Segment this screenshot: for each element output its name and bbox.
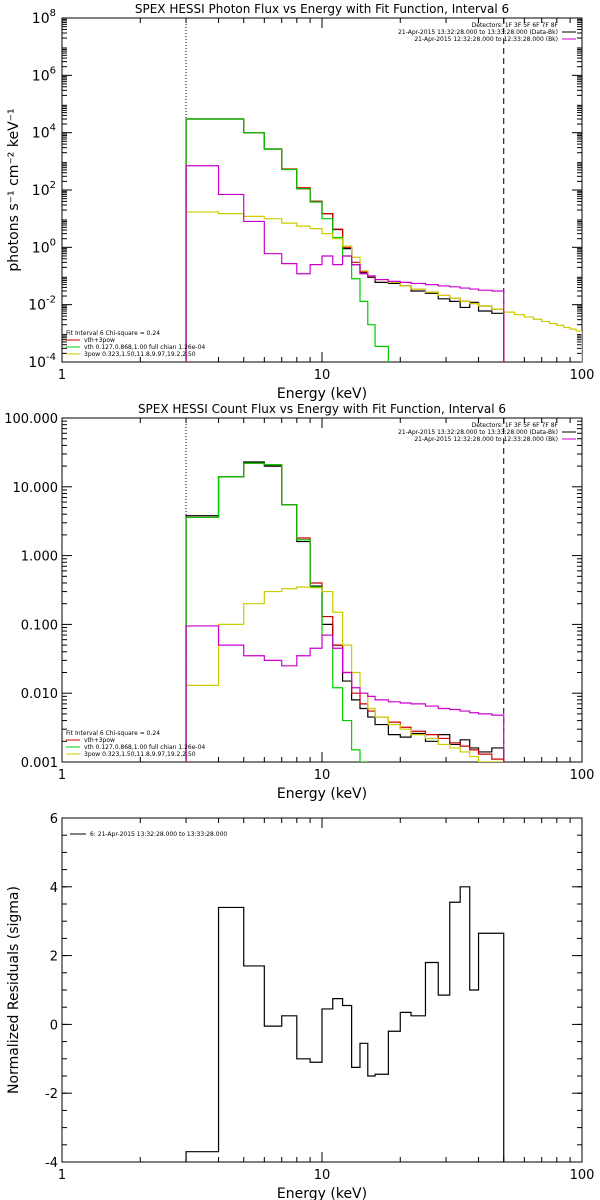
x-tick-label: 100 [570, 1168, 595, 1183]
y-tick-base: 10 [32, 126, 50, 142]
legend-topright-text: Detectors: 1F 3F 5F 6F 7F 8F [472, 22, 559, 29]
y-tick-label: 102 [32, 180, 56, 199]
x-axis-label: Energy (keV) [277, 786, 367, 802]
y-tick-label: 0.100 [21, 618, 58, 633]
x-tick-label: 10 [314, 1168, 331, 1183]
x-tick-label: 100 [570, 768, 595, 783]
legend-topright-text: 21-Apr-2015 12:32:28.000 to 12:33:28.000… [414, 36, 558, 43]
y-tick-base: 10 [32, 11, 50, 27]
y-tick-label: 104 [32, 123, 56, 142]
series-group [185, 118, 582, 362]
y-tick-exponent: -2 [46, 295, 56, 306]
x-tick-label: 1 [58, 768, 66, 783]
legend-bottomleft-text: vth+3pow [84, 737, 115, 744]
series-line-vth-3pow [185, 118, 505, 362]
series-group [185, 461, 505, 762]
y-tick-exponent: 4 [50, 123, 56, 134]
y-tick-label: 108 [32, 8, 56, 27]
series-line-bk [185, 625, 505, 762]
y-tick-label: -2 [45, 1087, 58, 1102]
y-tick-base: 10 [32, 183, 50, 199]
y-tick-exponent: 8 [50, 8, 56, 19]
legend-bottomleft-text: 3pow 0.323,1.50,11.8,9.97,19.2,2.50 [84, 351, 196, 358]
y-tick-label: 1.000 [21, 550, 58, 565]
y-tick-label: 2 [50, 950, 58, 965]
chart-title: SPEX HESSI Photon Flux vs Energy with Fi… [135, 2, 509, 16]
x-tick-label: 1 [58, 368, 66, 383]
legend-topright-text: 21-Apr-2015 13:32:28.000 to 13:33:28.000… [398, 29, 558, 36]
series-line-3pow [185, 586, 504, 762]
y-tick-label: 10.000 [13, 481, 59, 496]
legend-bottomleft-text: vth+3pow [84, 337, 115, 344]
series-line-vth-3pow [185, 462, 505, 762]
y-tick-label: 100.000 [4, 412, 58, 427]
y-tick-label: -4 [45, 1156, 58, 1171]
y-tick-exponent: 6 [50, 65, 56, 76]
series-line-6-21-apr-2015-13-32-28-000-to-13-33-28-000 [185, 886, 505, 1162]
legend-bottomleft-text: 3pow 0.323,1.50,11.8,9.97,19.2,2.50 [84, 751, 196, 758]
legend-bottomleft-text: vth 0.127,0.868,1.00 full chian 1.26e-04 [84, 344, 205, 351]
legend-fit-title: Fit Interval 6 Chi-square = 0.24 [66, 730, 160, 737]
x-axis-label: Energy (keV) [277, 386, 367, 402]
series-line-vth [185, 462, 368, 762]
series-line-vth [185, 118, 389, 362]
y-tick-base: 10 [28, 355, 46, 371]
series-line-data-bk [185, 118, 505, 362]
y-tick-exponent: 2 [50, 180, 56, 191]
y-axis-label: Normalized Residuals (sigma) [6, 886, 22, 1094]
series-line-bk [185, 165, 505, 362]
x-tick-label: 100 [570, 368, 595, 383]
y-tick-label: 106 [32, 65, 56, 84]
legend-topright-text: Detectors: 1F 3F 5F 6F 7F 8F [472, 422, 559, 429]
series-line-data-bk [185, 461, 505, 762]
y-axis-label: photons s⁻¹ cm⁻² keV⁻¹ [6, 108, 22, 271]
y-tick-label: 0.010 [21, 687, 58, 702]
y-tick-exponent: 0 [50, 237, 56, 248]
legend-fit-title: Fit Interval 6 Chi-square = 0.24 [66, 330, 160, 337]
y-tick-base: 10 [28, 298, 46, 314]
legend-topright-text: 21-Apr-2015 13:32:28.000 to 13:33:28.000… [398, 429, 558, 436]
x-tick-label: 10 [314, 368, 331, 383]
y-tick-label: 0.001 [21, 756, 58, 771]
y-tick-label: 10-2 [28, 295, 56, 314]
series-group [185, 886, 505, 1162]
y-tick-label: 6 [50, 812, 58, 827]
legend-topleft-text: 6: 21-Apr-2015 13:32:28.000 to 13:33:28.… [90, 831, 227, 838]
y-tick-base: 10 [32, 68, 50, 84]
y-tick-label: 0 [50, 1018, 58, 1033]
y-tick-label: 10-4 [28, 352, 56, 371]
y-tick-label: 4 [50, 881, 58, 896]
y-tick-exponent: -4 [46, 352, 56, 363]
x-tick-label: 1 [58, 1168, 66, 1183]
chart-title: SPEX HESSI Count Flux vs Energy with Fit… [138, 402, 506, 416]
x-axis-label: Energy (keV) [277, 1186, 367, 1200]
x-tick-label: 10 [314, 768, 331, 783]
legend-topright-text: 21-Apr-2015 12:32:28.000 to 12:33:28.000… [414, 436, 558, 443]
y-tick-base: 10 [32, 240, 50, 256]
y-tick-label: 100 [32, 237, 56, 256]
series-line-3pow [185, 211, 582, 362]
legend-bottomleft-text: vth 0.127,0.868,1.00 full chian 1.26e-04 [84, 744, 205, 751]
